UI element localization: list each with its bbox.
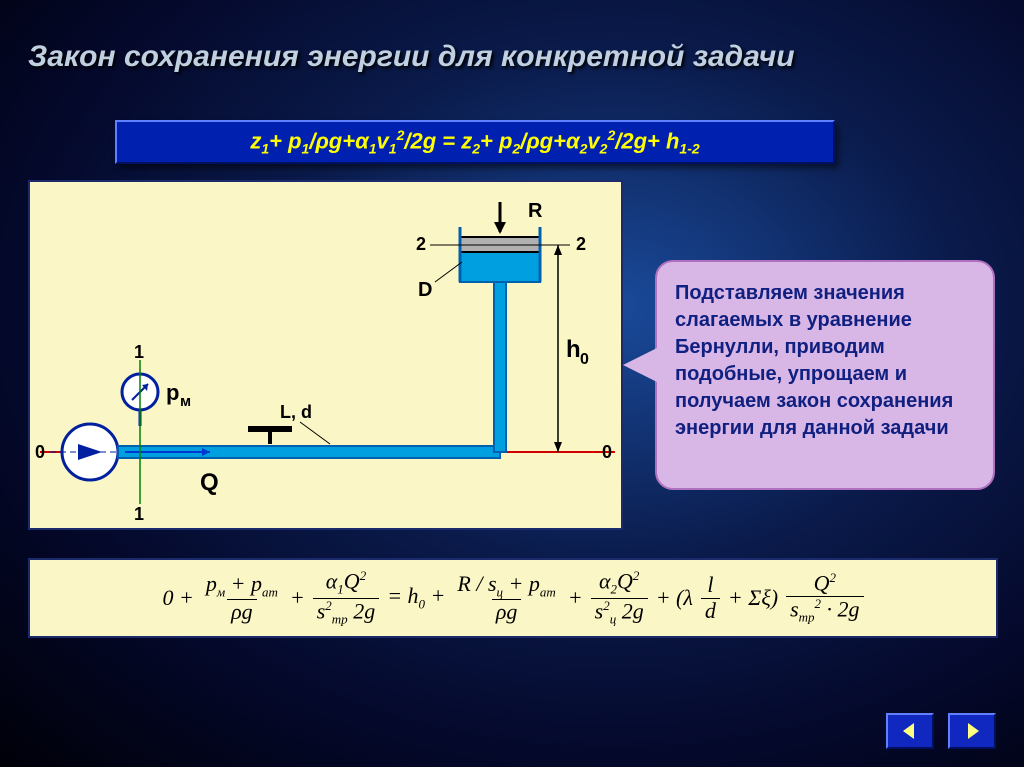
label-zero-right: 0 xyxy=(602,442,612,462)
label-Q: Q xyxy=(200,469,219,496)
slide-title: Закон сохранения энергии для конкретной … xyxy=(28,40,795,74)
label-two-left: 2 xyxy=(416,234,426,254)
label-h0-sub: 0 xyxy=(580,351,589,368)
label-pm: p xyxy=(166,380,179,405)
label-D: D xyxy=(418,279,432,301)
frac-3: R / sц + pат ρg xyxy=(453,572,559,625)
force-arrow-icon xyxy=(494,222,506,234)
derived-formula-box: 0 + pм + pат ρg + α1Q2 s2тр 2g = h0 + R … xyxy=(28,558,998,638)
formula-zero: 0 + xyxy=(162,585,193,611)
cylinder-fluid xyxy=(460,252,540,282)
triangle-left-icon xyxy=(900,721,920,741)
next-slide-button[interactable] xyxy=(948,713,996,749)
label-pm-sub: м xyxy=(180,393,191,410)
frac-5: l d xyxy=(701,573,720,622)
label-R: R xyxy=(528,200,543,222)
hydraulic-diagram: 0 0 p м Q L, d xyxy=(28,180,623,530)
callout-text: Подставляем значения слагаемых в уравнен… xyxy=(675,280,975,442)
derived-formula: 0 + pм + pат ρg + α1Q2 s2тр 2g = h0 + R … xyxy=(162,569,863,626)
frac-6: Q2 sтр2 · 2g xyxy=(786,571,863,625)
explanation-callout: Подставляем значения слагаемых в уравнен… xyxy=(655,260,995,490)
bernoulli-equation: z1+ p1/ρg+α1v12/2g = z2+ p2/ρg+α2v22/2g+… xyxy=(250,127,699,157)
diagram-svg: 0 0 p м Q L, d xyxy=(30,182,625,532)
frac-4: α2Q2 s2ц 2g xyxy=(591,569,648,626)
label-two-right: 2 xyxy=(576,234,586,254)
label-h0: h xyxy=(566,336,581,363)
frac-1: pм + pат ρg xyxy=(202,572,282,625)
label-one-bot: 1 xyxy=(134,504,144,524)
frac-2: α1Q2 s2тр 2g xyxy=(313,569,379,626)
label-zero-left: 0 xyxy=(35,442,45,462)
label-one-top: 1 xyxy=(134,342,144,362)
pipe-vertical xyxy=(494,277,506,452)
prev-slide-button[interactable] xyxy=(886,713,934,749)
valve-icon xyxy=(248,426,292,432)
label-Ld: L, d xyxy=(280,402,312,422)
bernoulli-equation-banner: z1+ p1/ρg+α1v12/2g = z2+ p2/ρg+α2v22/2g+… xyxy=(115,120,835,164)
triangle-right-icon xyxy=(962,721,982,741)
